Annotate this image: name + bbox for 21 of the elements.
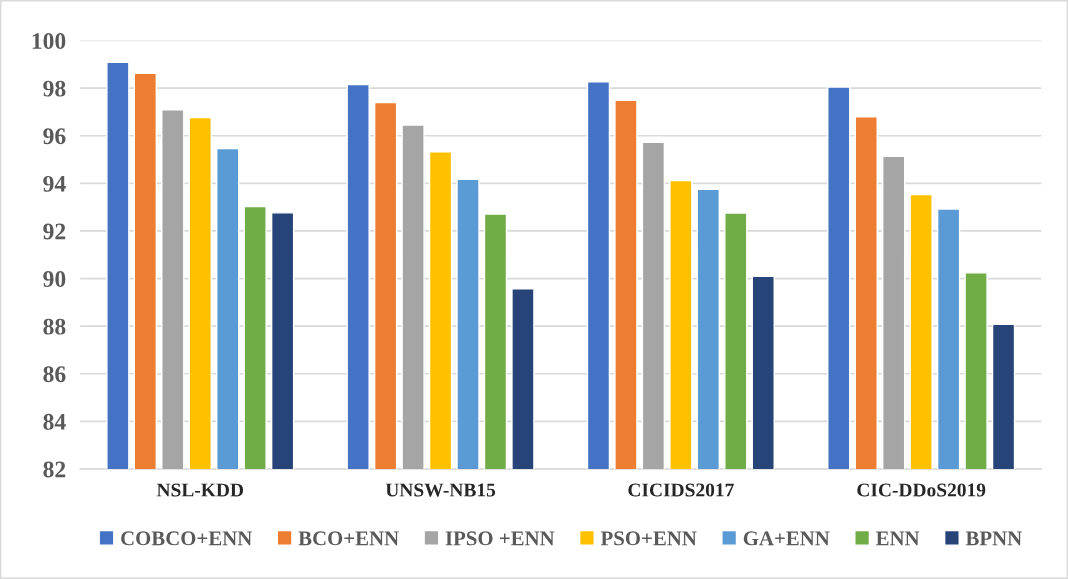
x-tick-label: UNSW-NB15 — [385, 483, 496, 497]
legend-label: PSO+ENN — [600, 531, 697, 546]
legend-label: IPSO +ENN — [445, 531, 555, 546]
x-tick-label: NSL-KDD — [156, 483, 244, 497]
x-tick-label: CICIDS2017 — [628, 483, 734, 497]
legend-label: BPNN — [965, 531, 1022, 546]
y-tick-label: 98 — [43, 80, 66, 97]
legend-label: ENN — [876, 531, 920, 546]
y-tick-label: 92 — [43, 223, 66, 240]
y-tick-label: 88 — [43, 318, 66, 335]
y-tick-label: 84 — [43, 413, 66, 430]
y-tick-label: 94 — [43, 175, 66, 192]
y-tick-label: 100 — [32, 33, 66, 49]
y-tick-label: 82 — [43, 461, 66, 478]
legend-label: COBCO+ENN — [121, 531, 253, 546]
legend-label: GA+ENN — [743, 531, 830, 546]
y-tick-label: 96 — [43, 128, 66, 145]
legend-label: BCO+ENN — [298, 531, 399, 546]
x-tick-label: CIC-DDoS2019 — [857, 483, 986, 497]
y-tick-label: 90 — [43, 271, 66, 287]
y-tick-label: 86 — [43, 366, 66, 383]
